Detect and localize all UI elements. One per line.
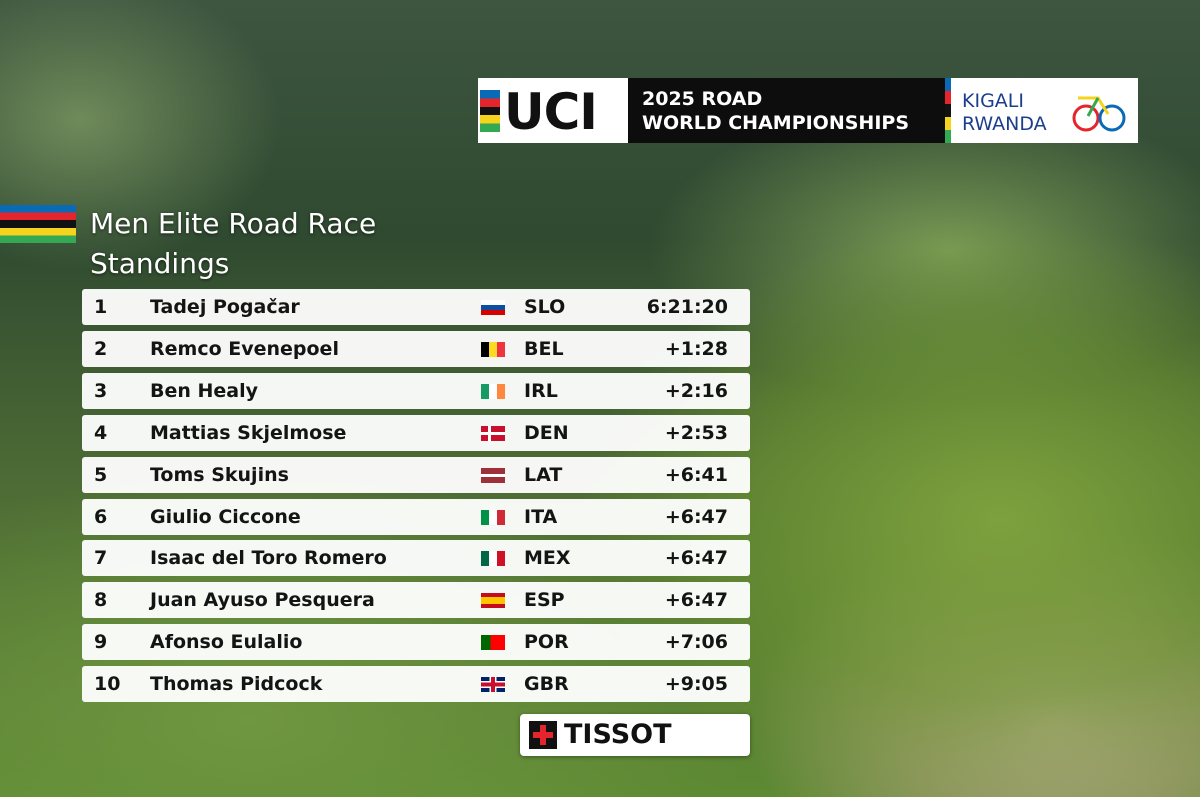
title: Men Elite Road Race Standings: [90, 204, 376, 284]
country-code: BEL: [524, 337, 564, 360]
rider-name: Remco Evenepoel: [150, 337, 339, 360]
rank: 9: [94, 631, 108, 654]
flag-icon: [481, 593, 505, 609]
time-gap: 6:21:20: [646, 296, 728, 318]
flag-icon: [481, 551, 505, 567]
event-box: 2025 ROAD WORLD CHAMPIONSHIPS: [628, 78, 946, 143]
flag-icon: [481, 467, 505, 483]
flag-icon: [481, 383, 505, 399]
standings-row: 9 Afonso Eulalio POR +7:06: [82, 624, 750, 661]
standings-row: 10 Thomas Pidcock GBR +9:05: [82, 666, 750, 703]
title-line: Standings: [90, 247, 230, 280]
rank: 10: [94, 673, 121, 696]
rank: 1: [94, 296, 108, 318]
flag-icon: [481, 635, 505, 651]
title-line: Men Elite Road Race: [90, 207, 377, 240]
flag-icon: [481, 341, 505, 357]
time-gap: +2:16: [664, 379, 728, 402]
championship-logo: [1072, 96, 1126, 132]
time-gap: +6:47: [664, 547, 728, 570]
country-code: MEX: [524, 547, 571, 570]
country-code: ESP: [524, 589, 565, 612]
rank: 5: [94, 463, 108, 486]
flag-icon: [481, 300, 505, 315]
rider-name: Afonso Eulalio: [150, 631, 303, 654]
time-gap: +6:47: [664, 505, 728, 528]
flag-icon: [481, 677, 505, 693]
standings-row: 4 Mattias Skjelmose DEN +2:53: [82, 414, 750, 451]
sponsor-icon: [529, 721, 557, 749]
country-code: ITA: [524, 505, 558, 528]
standings-row: 3 Ben Healy IRL +2:16: [82, 372, 750, 409]
sponsor-box: TISSOT: [520, 714, 750, 756]
time-gap: +1:28: [664, 337, 728, 360]
title-stripes: [0, 205, 76, 243]
country-code: POR: [524, 631, 569, 654]
standings-row: 1 Tadej Pogačar SLO 6:21:20: [82, 289, 750, 325]
time-gap: +9:05: [664, 673, 728, 696]
time-gap: +6:41: [664, 463, 728, 486]
flag-icon: [481, 425, 505, 441]
rank: 3: [94, 379, 108, 402]
rider-name: Thomas Pidcock: [150, 673, 323, 696]
standings-row: 6 Giulio Ciccone ITA +6:47: [82, 498, 750, 535]
rider-name: Mattias Skjelmose: [150, 421, 347, 444]
location-line: RWANDA: [962, 113, 1047, 135]
standings-row: 7 Isaac del Toro Romero MEX +6:47: [82, 540, 750, 577]
standings-row: 5 Toms Skujins LAT +6:41: [82, 456, 750, 493]
uci-logo: UCI: [504, 83, 598, 141]
country-code: GBR: [524, 673, 569, 696]
rank: 6: [94, 505, 108, 528]
rank: 2: [94, 337, 108, 360]
rider-name: Toms Skujins: [150, 463, 289, 486]
standings-row: 8 Juan Ayuso Pesquera ESP +6:47: [82, 582, 750, 619]
divider-stripes: [945, 78, 951, 143]
time-gap: +7:06: [664, 631, 728, 654]
event-line: 2025 ROAD: [642, 88, 763, 110]
country-code: SLO: [524, 296, 566, 318]
country-code: LAT: [524, 463, 563, 486]
rider-name: Giulio Ciccone: [150, 505, 301, 528]
flag-icon: [481, 509, 505, 525]
rank: 8: [94, 589, 108, 612]
country-code: DEN: [524, 421, 569, 444]
rider-name: Tadej Pogačar: [150, 296, 300, 318]
rank: 4: [94, 421, 108, 444]
location-line: KIGALI: [962, 90, 1024, 112]
uci-stripes: [480, 90, 500, 132]
sponsor-name: TISSOT: [564, 719, 672, 750]
rider-name: Isaac del Toro Romero: [150, 547, 387, 570]
event-line: WORLD CHAMPIONSHIPS: [642, 112, 910, 134]
country-code: IRL: [524, 379, 558, 402]
rank: 7: [94, 547, 108, 570]
time-gap: +6:47: [664, 589, 728, 612]
standings-row: 2 Remco Evenepoel BEL +1:28: [82, 330, 750, 367]
rider-name: Juan Ayuso Pesquera: [150, 589, 375, 612]
time-gap: +2:53: [664, 421, 728, 444]
rider-name: Ben Healy: [150, 379, 259, 402]
header-banner: UCI 2025 ROAD WORLD CHAMPIONSHIPS KIGALI…: [478, 78, 1138, 143]
